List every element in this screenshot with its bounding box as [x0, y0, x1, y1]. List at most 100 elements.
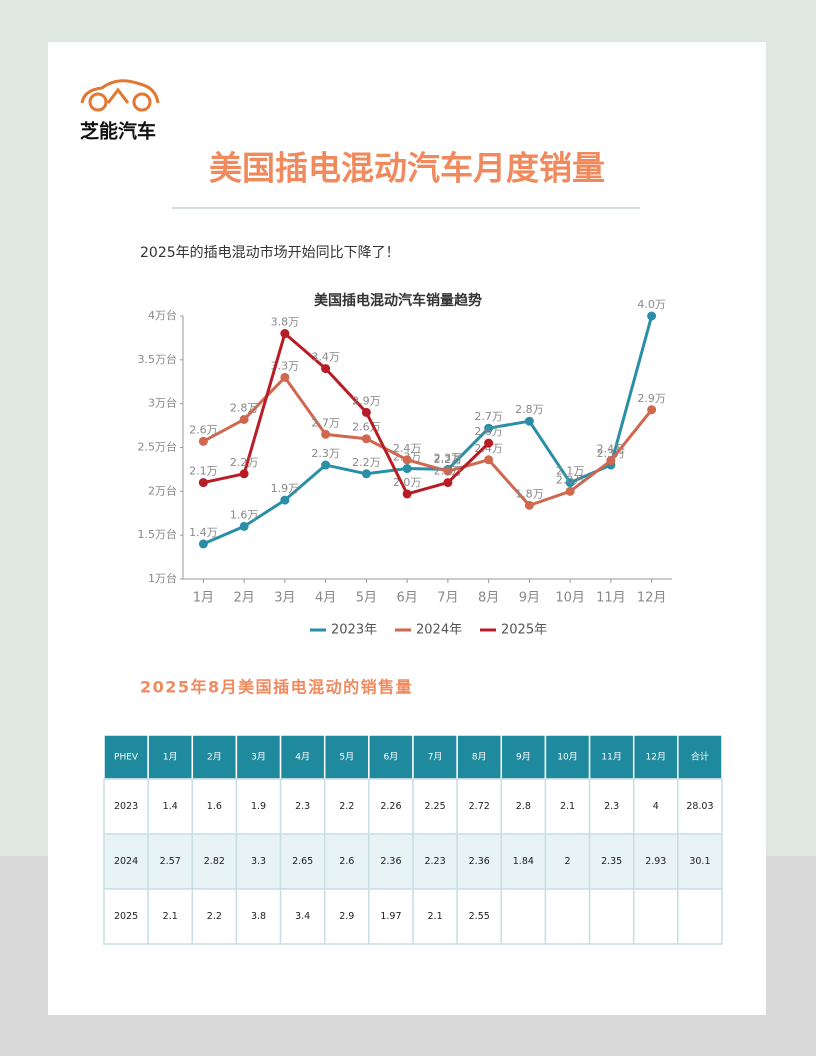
data-label: 2.3万 — [311, 447, 340, 460]
data-label: 2.2万 — [434, 453, 463, 466]
table-cell-text: 2.82 — [204, 856, 225, 867]
table-cell — [500, 888, 547, 945]
data-point — [443, 466, 453, 476]
y-tick-label: 2万台 — [148, 483, 177, 497]
data-label: 2.9万 — [637, 392, 666, 405]
data-label: 2.8万 — [515, 403, 544, 416]
data-point — [647, 311, 657, 321]
data-point — [402, 455, 412, 465]
table-cell — [677, 833, 723, 890]
data-label: 2.6万 — [189, 423, 218, 436]
table-cell — [103, 833, 149, 890]
x-tick-label: 3月 — [274, 591, 295, 606]
series-line — [203, 332, 490, 496]
data-label: 2.1万 — [434, 465, 463, 478]
data-label: 2.3万 — [434, 451, 463, 464]
table-header-text: 1月 — [163, 752, 178, 763]
data-point — [361, 469, 371, 479]
table-header-cell — [103, 734, 149, 780]
table-cell — [456, 778, 503, 835]
table-header-text: 6月 — [384, 752, 399, 763]
legend-label: 2024年 — [416, 623, 462, 638]
table-cell — [456, 888, 503, 945]
data-point — [198, 539, 208, 549]
y-tick-label: 3.5万台 — [138, 352, 178, 366]
table-cell-text: 2025 — [114, 911, 138, 922]
table-cell — [632, 888, 679, 945]
data-label: 2.4万 — [393, 442, 422, 455]
table-cell-text: 2024 — [114, 856, 138, 867]
table-cell-text: 2.25 — [424, 801, 445, 812]
page-title: 美国插电混动汽车月度销量 — [209, 149, 605, 188]
data-label: 3.4万 — [311, 351, 340, 364]
table-cell — [588, 888, 635, 945]
table-cell-text: 3.4 — [295, 911, 310, 922]
table-cell-text: 2.36 — [380, 856, 401, 867]
table-cell-text: 2.72 — [469, 801, 490, 812]
table-cell-text: 2.23 — [424, 856, 445, 867]
data-label: 2.2万 — [352, 456, 381, 469]
data-label: 2.9万 — [352, 394, 381, 407]
table-header-text: 8月 — [472, 752, 487, 763]
table-header-text: 2月 — [207, 752, 222, 763]
legend-label: 2023年 — [331, 623, 377, 638]
series-line — [202, 375, 653, 507]
table-header-text: 合计 — [691, 751, 709, 763]
data-label: 2.6万 — [474, 425, 503, 438]
data-label: 1.9万 — [271, 482, 300, 495]
table-cell-text: 2.35 — [601, 856, 622, 867]
table-header-text: 7月 — [428, 752, 443, 763]
data-point — [280, 329, 290, 339]
data-point — [198, 436, 208, 446]
table-cell — [677, 888, 723, 945]
data-point — [565, 486, 575, 496]
data-label: 2.7万 — [311, 416, 340, 429]
data-point — [565, 478, 575, 488]
table-cell-text: 3.8 — [251, 911, 266, 922]
logo-text: 芝能汽车 — [80, 120, 156, 143]
table-cell-text: 2.36 — [469, 856, 490, 867]
data-point — [321, 429, 331, 439]
data-label: 4.0万 — [637, 298, 666, 311]
data-label: 2.8万 — [230, 401, 259, 414]
data-label: 2.0万 — [393, 476, 422, 489]
table-cell-text: 2.9 — [339, 911, 354, 922]
table-header-cell — [323, 734, 370, 780]
data-point — [402, 489, 412, 499]
table-cell-text: 2 — [564, 856, 570, 867]
table-header-text: 3月 — [251, 752, 266, 763]
logo-mark — [106, 87, 130, 104]
data-label: 1.8万 — [515, 487, 544, 500]
data-point — [647, 405, 657, 415]
table-header-cell — [191, 734, 238, 780]
y-tick-label: 4万台 — [148, 308, 177, 322]
x-tick-label: 12月 — [637, 591, 667, 606]
table-cell-text: 2.3 — [604, 801, 619, 812]
x-tick-label: 5月 — [356, 591, 377, 606]
x-tick-label: 4月 — [315, 591, 336, 606]
table-cell-text: 2.6 — [339, 856, 354, 867]
series-line — [202, 315, 654, 546]
section-title: 2025年8月美国插电混动的销售量 — [140, 678, 413, 697]
logo-wheel — [132, 92, 152, 112]
table-header-text: 9月 — [516, 752, 531, 763]
table-cell-text: 2.26 — [380, 801, 401, 812]
table-cell-text: 1.84 — [513, 856, 534, 867]
data-point — [484, 438, 494, 448]
table-cell-text: 4 — [653, 801, 659, 812]
data-label: 2.1万 — [556, 465, 585, 478]
table-cell — [103, 888, 149, 945]
y-tick-label: 2.5万台 — [138, 440, 178, 454]
table-cell-text: 28.03 — [686, 801, 713, 812]
table-cell — [323, 888, 370, 945]
data-label: 3.8万 — [271, 316, 300, 329]
table-header-text: 11月 — [601, 752, 621, 763]
table-cell — [191, 778, 238, 835]
table-cell-text: 2.93 — [645, 856, 666, 867]
x-tick-label: 9月 — [519, 591, 540, 606]
table-cell-text: 1.6 — [207, 801, 222, 812]
data-point — [524, 416, 534, 426]
table-header-text: 5月 — [339, 752, 354, 763]
data-point — [361, 434, 371, 444]
